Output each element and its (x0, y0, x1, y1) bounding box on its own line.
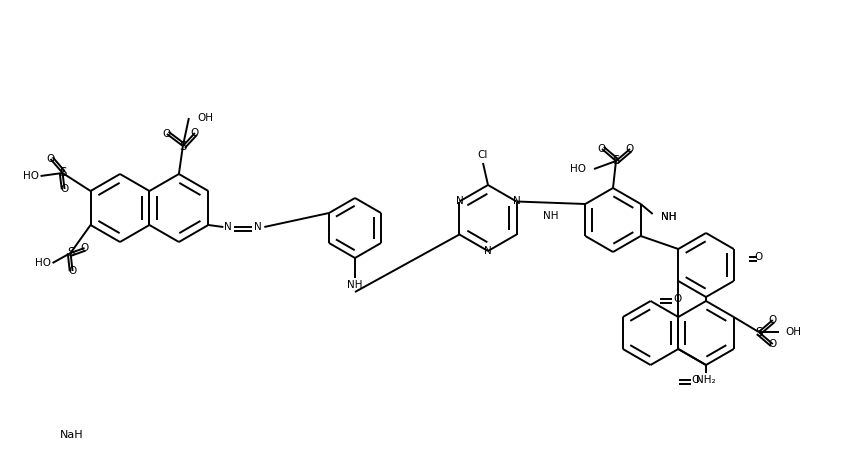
Text: NH: NH (661, 212, 676, 222)
Text: S: S (179, 139, 186, 152)
Text: O: O (81, 243, 88, 253)
Text: Cl: Cl (478, 150, 488, 160)
Text: O: O (769, 339, 777, 349)
Text: S: S (59, 166, 66, 179)
Text: S: S (755, 325, 762, 338)
Text: O: O (769, 315, 777, 325)
Text: O: O (692, 375, 700, 385)
Text: O: O (754, 252, 763, 262)
Text: O: O (598, 144, 606, 154)
Text: OH: OH (785, 327, 802, 337)
Text: S: S (612, 155, 620, 167)
Text: NH₂: NH₂ (696, 375, 716, 385)
Text: NH: NH (543, 211, 559, 221)
Text: N: N (456, 197, 463, 206)
Text: OH: OH (197, 113, 213, 123)
Text: O: O (163, 129, 171, 139)
Text: N: N (224, 222, 232, 232)
Text: N: N (484, 246, 492, 256)
Text: HO: HO (35, 258, 50, 268)
Text: NH: NH (661, 212, 676, 222)
Text: S: S (67, 247, 74, 260)
Text: HO: HO (23, 171, 39, 181)
Text: NH: NH (347, 280, 363, 290)
Text: O: O (61, 184, 68, 194)
Text: O: O (674, 294, 682, 304)
Text: O: O (191, 128, 199, 138)
Text: N: N (255, 222, 262, 232)
Text: NaH: NaH (60, 430, 84, 440)
Text: O: O (68, 266, 77, 276)
Text: O: O (626, 144, 634, 154)
Text: HO: HO (570, 164, 586, 174)
Text: O: O (47, 154, 55, 164)
Text: N: N (513, 197, 520, 206)
